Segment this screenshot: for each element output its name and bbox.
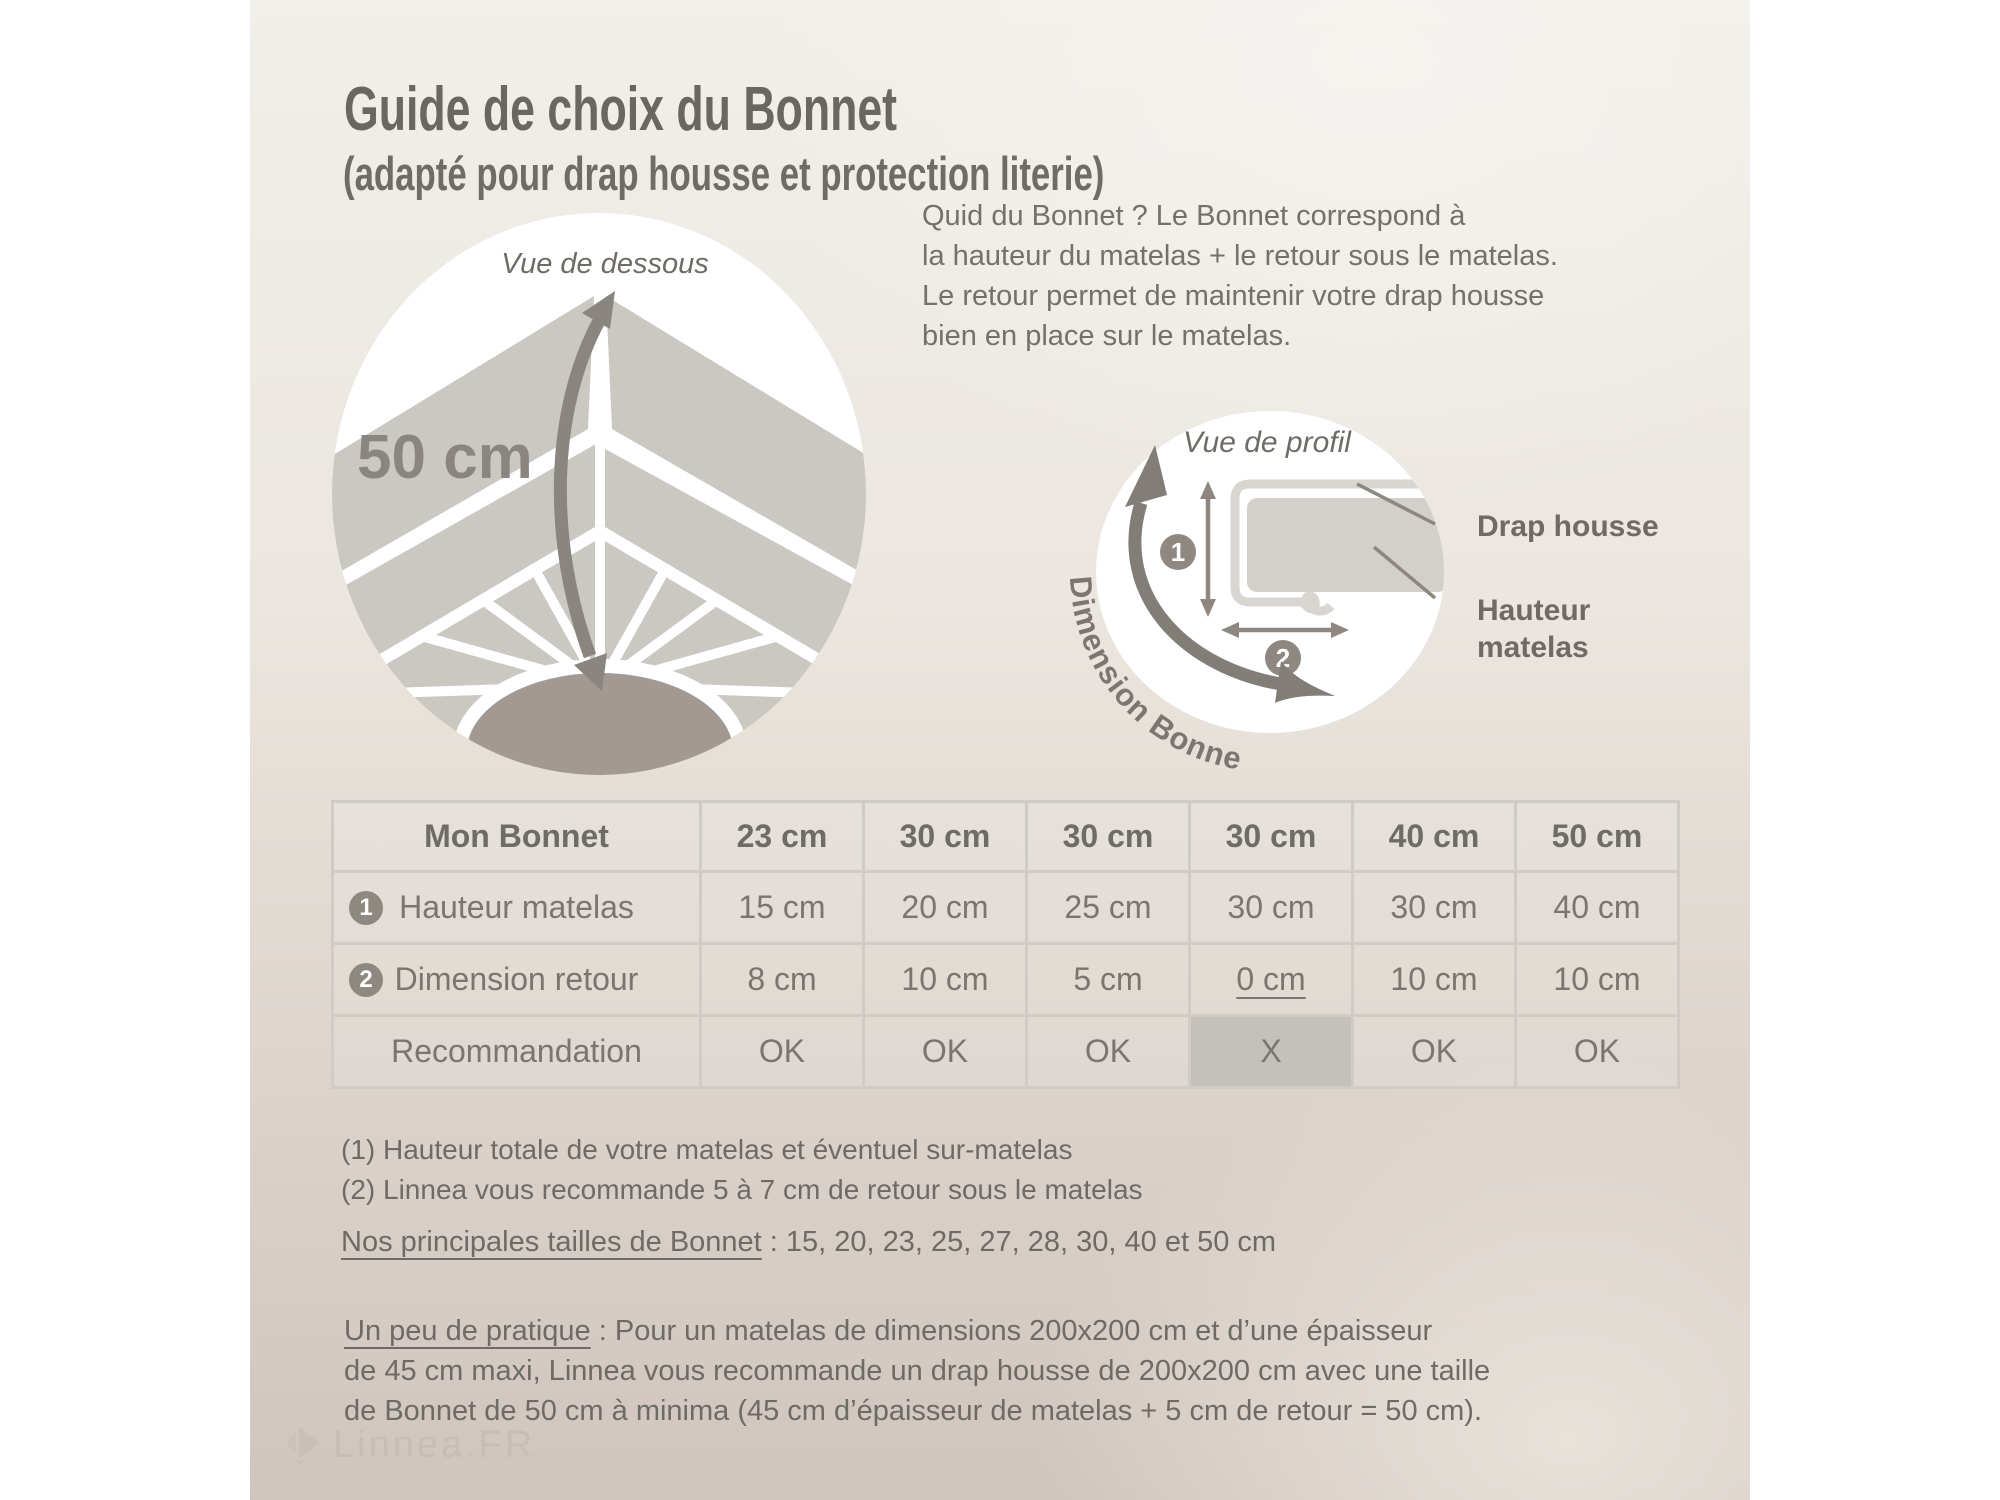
table-cell: OK <box>1351 1014 1517 1089</box>
table-cell: 8 cm <box>699 942 865 1017</box>
table-cell-not-recommended: X <box>1188 1014 1354 1089</box>
badge-2: 2 <box>1265 640 1301 676</box>
table-cell: 15 cm <box>699 870 865 945</box>
mattress-profile <box>1247 498 1444 592</box>
table-header-row: Mon Bonnet 23 cm 30 cm 30 cm 30 cm 40 cm… <box>331 800 1680 873</box>
table-header-cell: 30 cm <box>862 800 1028 873</box>
page-subtitle: (adapté pour drap housse et protection l… <box>343 147 1105 200</box>
leader-lines <box>1356 482 1437 600</box>
table-cell: 30 cm <box>1351 870 1517 945</box>
table-cell: OK <box>862 1014 1028 1089</box>
practice-label: Un peu de pratique <box>344 1315 591 1347</box>
label-drap-housse: Drap housse <box>1477 510 1659 543</box>
sheet-panel-left <box>332 296 594 588</box>
table-row-dimension-retour: 2 Dimension retour 8 cm 10 cm 5 cm 0 cm … <box>331 942 1680 1017</box>
table-header-cell: 50 cm <box>1514 800 1680 873</box>
drap-housse-outline <box>1230 479 1444 616</box>
table-header-cell: 30 cm <box>1025 800 1191 873</box>
practice-paragraph: Un peu de pratique : Pour un matelas de … <box>344 1311 1684 1431</box>
row-label: Dimension retour <box>394 961 639 997</box>
sheet-panel-right <box>606 296 866 588</box>
table-cell: OK <box>1514 1014 1680 1089</box>
sizes-values: : 15, 20, 23, 25, 27, 28, 30, 40 et 50 c… <box>761 1226 1277 1258</box>
practice-text: : Pour un matelas de dimensions 200x200 … <box>344 1315 1491 1427</box>
dimension-bonnet-arrow <box>1125 445 1335 703</box>
table-header-label: Mon Bonnet <box>331 800 702 873</box>
profile-caption: Vue de profil <box>1183 426 1352 459</box>
footnote-2: (2) Linnea vous recommande 5 à 7 cm de r… <box>341 1174 1143 1205</box>
logo-wordmark: Linnea.FR <box>333 1424 536 1466</box>
profile-view-diagram: 1 2 Vue de profil Dimension Bonnet <box>1045 385 1444 777</box>
table-cell: 10 cm <box>862 942 1028 1017</box>
watermark-leaf-icon <box>772 699 804 739</box>
retour-arrow <box>1221 622 1349 638</box>
hauteur-arrow <box>1200 481 1216 617</box>
footnotes: (1) Hauteur totale de votre matelas et é… <box>341 1130 1143 1210</box>
table-header-cell: 23 cm <box>699 800 865 873</box>
table-cell: 0 cm <box>1188 942 1354 1017</box>
table-cell: 10 cm <box>1514 942 1680 1017</box>
bottom-view-diagram: Vue de dessous 50 cm <box>332 213 866 775</box>
row-label: Recommandation <box>331 1014 702 1089</box>
bonnet-measure-arrow <box>553 291 615 691</box>
table-cell: 5 cm <box>1025 942 1191 1017</box>
bonnet-measure-value: 50 cm <box>357 423 533 492</box>
table-row-hauteur-matelas: 1 Hauteur matelas 15 cm 20 cm 25 cm 30 c… <box>331 870 1680 945</box>
table-cell: OK <box>1025 1014 1191 1089</box>
table-cell: 10 cm <box>1351 942 1517 1017</box>
table-header-cell: 40 cm <box>1351 800 1517 873</box>
underlined-value: 0 cm <box>1236 961 1306 997</box>
leaf-icon <box>286 1426 319 1466</box>
svg-text:1: 1 <box>1171 537 1185 567</box>
svg-text:2: 2 <box>1276 643 1290 673</box>
intro-paragraph: Quid du Bonnet ? Le Bonnet correspond à … <box>922 200 1558 352</box>
row-badge-1: 1 <box>349 890 383 925</box>
table-row-recommandation: Recommandation OK OK OK X OK OK <box>331 1014 1680 1089</box>
page-title: Guide de choix du Bonnet <box>344 75 898 144</box>
footnote-1: (1) Hauteur totale de votre matelas et é… <box>341 1134 1073 1165</box>
table-cell: 20 cm <box>862 870 1028 945</box>
table-cell: OK <box>699 1014 865 1089</box>
linnea-logo: Linnea.FR <box>283 1424 535 1467</box>
sizes-line: Nos principales tailles de Bonnet : 15, … <box>341 1226 1276 1259</box>
table-cell: 40 cm <box>1514 870 1680 945</box>
table-cell: 25 cm <box>1025 870 1191 945</box>
bottom-view-caption: Vue de dessous <box>501 248 708 280</box>
bonnet-size-table: Mon Bonnet 23 cm 30 cm 30 cm 30 cm 40 cm… <box>331 800 1680 1089</box>
label-hauteur-matelas: Hauteur matelas <box>1477 594 1591 664</box>
sizes-label: Nos principales tailles de Bonnet <box>341 1226 762 1258</box>
table-cell: 30 cm <box>1188 870 1354 945</box>
row-label: Hauteur matelas <box>399 889 634 925</box>
row-badge-2: 2 <box>349 962 383 997</box>
badge-1: 1 <box>1160 534 1196 570</box>
infographic-canvas: Guide de choix du Bonnet (adapté pour dr… <box>250 0 1750 1500</box>
table-header-cell: 30 cm <box>1188 800 1354 873</box>
